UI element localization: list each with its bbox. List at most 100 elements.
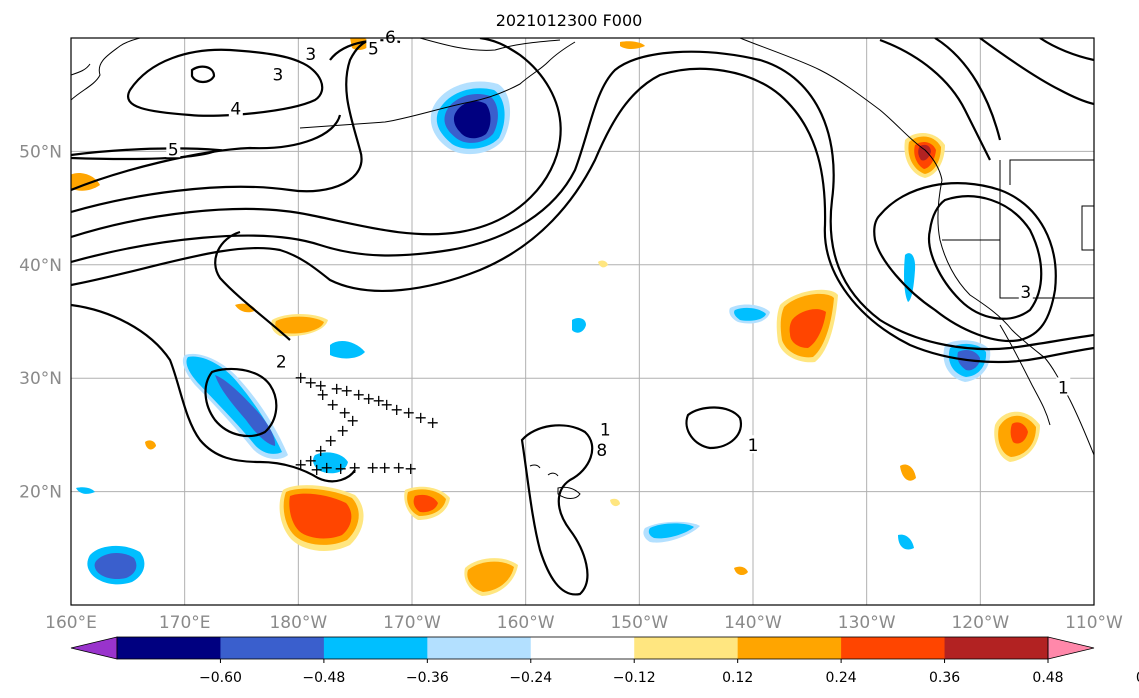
- observation-markers: +++ +++ +++ +++ +++ +++ +++ + + + + ++ +++: [294, 368, 439, 479]
- contour-label-background: [166, 139, 181, 158]
- svg-text:+: +: [390, 400, 403, 419]
- lon-tick-label: 160°W: [497, 613, 555, 633]
- lon-tick-label: 130°W: [838, 613, 896, 633]
- svg-text:+: +: [404, 459, 417, 478]
- latitude-labels: 20°N 30°N 40°N 50°N: [19, 142, 62, 502]
- svg-text:+: +: [310, 460, 323, 479]
- svg-text:+: +: [372, 391, 385, 410]
- contour-label-background: [274, 351, 289, 370]
- svg-text:+: +: [316, 385, 329, 404]
- svg-text:+: +: [294, 455, 307, 474]
- contour-label: 1: [748, 436, 759, 456]
- lon-tick-label: 120°W: [951, 613, 1009, 633]
- contour-label-background: [1018, 282, 1033, 301]
- colorbar-segment: [220, 637, 325, 659]
- contour-lines: [71, 38, 1094, 596]
- coastlines: [71, 38, 1094, 499]
- colorbar-segment: [737, 637, 842, 659]
- colorbar-tick-label: −0.12: [613, 670, 656, 686]
- contour-label: 5: [368, 39, 379, 59]
- svg-text:+: +: [378, 458, 391, 477]
- longitude-labels: 160°E 170°E 180°W 170°W 160°W 150°W 140°W 130°W…: [45, 613, 1123, 633]
- contour-label-background: [303, 44, 318, 63]
- svg-text:+: +: [366, 458, 379, 477]
- shaded-anomaly-field: [71, 38, 1040, 596]
- contour-label: 4: [230, 99, 241, 119]
- contour-label: 3: [305, 45, 316, 65]
- svg-text:+: +: [392, 458, 405, 477]
- contour-label: 3: [1020, 283, 1031, 303]
- colorbar-segment: [634, 637, 739, 659]
- colorbar-tick-label: 0.48: [1032, 670, 1063, 686]
- contour-label: 1: [600, 420, 611, 440]
- colorbar-extend-high: [1047, 636, 1095, 660]
- svg-text:+: +: [338, 403, 351, 422]
- lat-tick-label: 40°N: [19, 256, 62, 276]
- colorbar-segment: [323, 637, 428, 659]
- map-title: 2021012300 F000: [496, 11, 643, 30]
- svg-text:+: +: [326, 395, 339, 414]
- colorbar-tick-label: −0.48: [302, 670, 345, 686]
- svg-text:+: +: [352, 385, 365, 404]
- lon-tick-label: 180°W: [269, 613, 327, 633]
- contour-label: 3: [272, 65, 283, 85]
- contour-label: 2: [276, 352, 287, 372]
- svg-text:+: +: [294, 368, 307, 387]
- contour-label: 5: [168, 140, 179, 160]
- lon-tick-label: 170°E: [159, 613, 211, 633]
- lon-tick-label: 140°W: [724, 613, 782, 633]
- colorbar-tick-label: 0.24: [826, 670, 857, 686]
- lon-tick-label: 160°E: [45, 613, 97, 633]
- contour-label-background: [598, 419, 613, 438]
- svg-text:+: +: [314, 376, 327, 395]
- map-frame: [70, 37, 1095, 606]
- lat-tick-label: 20°N: [19, 483, 62, 503]
- lat-tick-label: 50°N: [19, 142, 62, 162]
- colorbar-segment: [944, 637, 1049, 659]
- contour-label-background: [594, 439, 609, 458]
- svg-text:+: +: [348, 458, 361, 477]
- svg-text:+: +: [304, 373, 317, 392]
- svg-text:+: +: [426, 413, 439, 432]
- contour-label-background: [1056, 377, 1071, 396]
- colorbar-tick-label: −0.60: [199, 670, 242, 686]
- lon-tick-label: 170°W: [383, 613, 441, 633]
- colorbar: −0.60 −0.48 −0.36 −0.24 −0.12 0.12 0.24 0.36 0.4…: [70, 636, 1139, 686]
- contour-label-background: [366, 38, 381, 57]
- svg-text:+: +: [330, 379, 343, 398]
- lat-tick-label: 30°N: [19, 369, 62, 389]
- svg-text:+: +: [324, 431, 337, 450]
- colorbar-segment: [530, 637, 635, 659]
- svg-text:+: +: [320, 458, 333, 477]
- colorbar-tick-label: 0.36: [929, 670, 960, 686]
- lon-tick-label: 110°W: [1065, 613, 1123, 633]
- contour-label: 8: [596, 441, 607, 461]
- contour-label-background: [270, 64, 285, 83]
- contour-label: 1: [1058, 378, 1069, 398]
- colorbar-tick-label: 0.12: [722, 670, 753, 686]
- colorbar-extend-low: [70, 636, 118, 660]
- svg-text:+: +: [340, 381, 353, 400]
- colorbar-segment: [841, 637, 946, 659]
- svg-text:+: +: [304, 451, 317, 470]
- colorbar-tick-label: 0.60: [1136, 670, 1139, 686]
- lon-tick-label: 150°W: [610, 613, 668, 633]
- colorbar-outline: [116, 636, 1049, 660]
- contour-label-background: [383, 27, 398, 45]
- contour-label-background: [228, 98, 243, 117]
- svg-text:+: +: [362, 389, 375, 408]
- svg-text:+: +: [314, 441, 327, 460]
- svg-text:+: +: [402, 403, 415, 422]
- colorbar-segment: [427, 637, 532, 659]
- svg-text:+: +: [380, 395, 393, 414]
- contour-label-background: [746, 435, 760, 454]
- svg-text:+: +: [336, 421, 349, 440]
- svg-text:+: +: [334, 459, 347, 478]
- svg-text:+: +: [346, 411, 359, 430]
- colorbar-tick-label: −0.36: [406, 670, 449, 686]
- colorbar-tick-label: −0.24: [509, 670, 552, 686]
- svg-text:+: +: [414, 408, 427, 427]
- colorbar-segment: [117, 637, 221, 659]
